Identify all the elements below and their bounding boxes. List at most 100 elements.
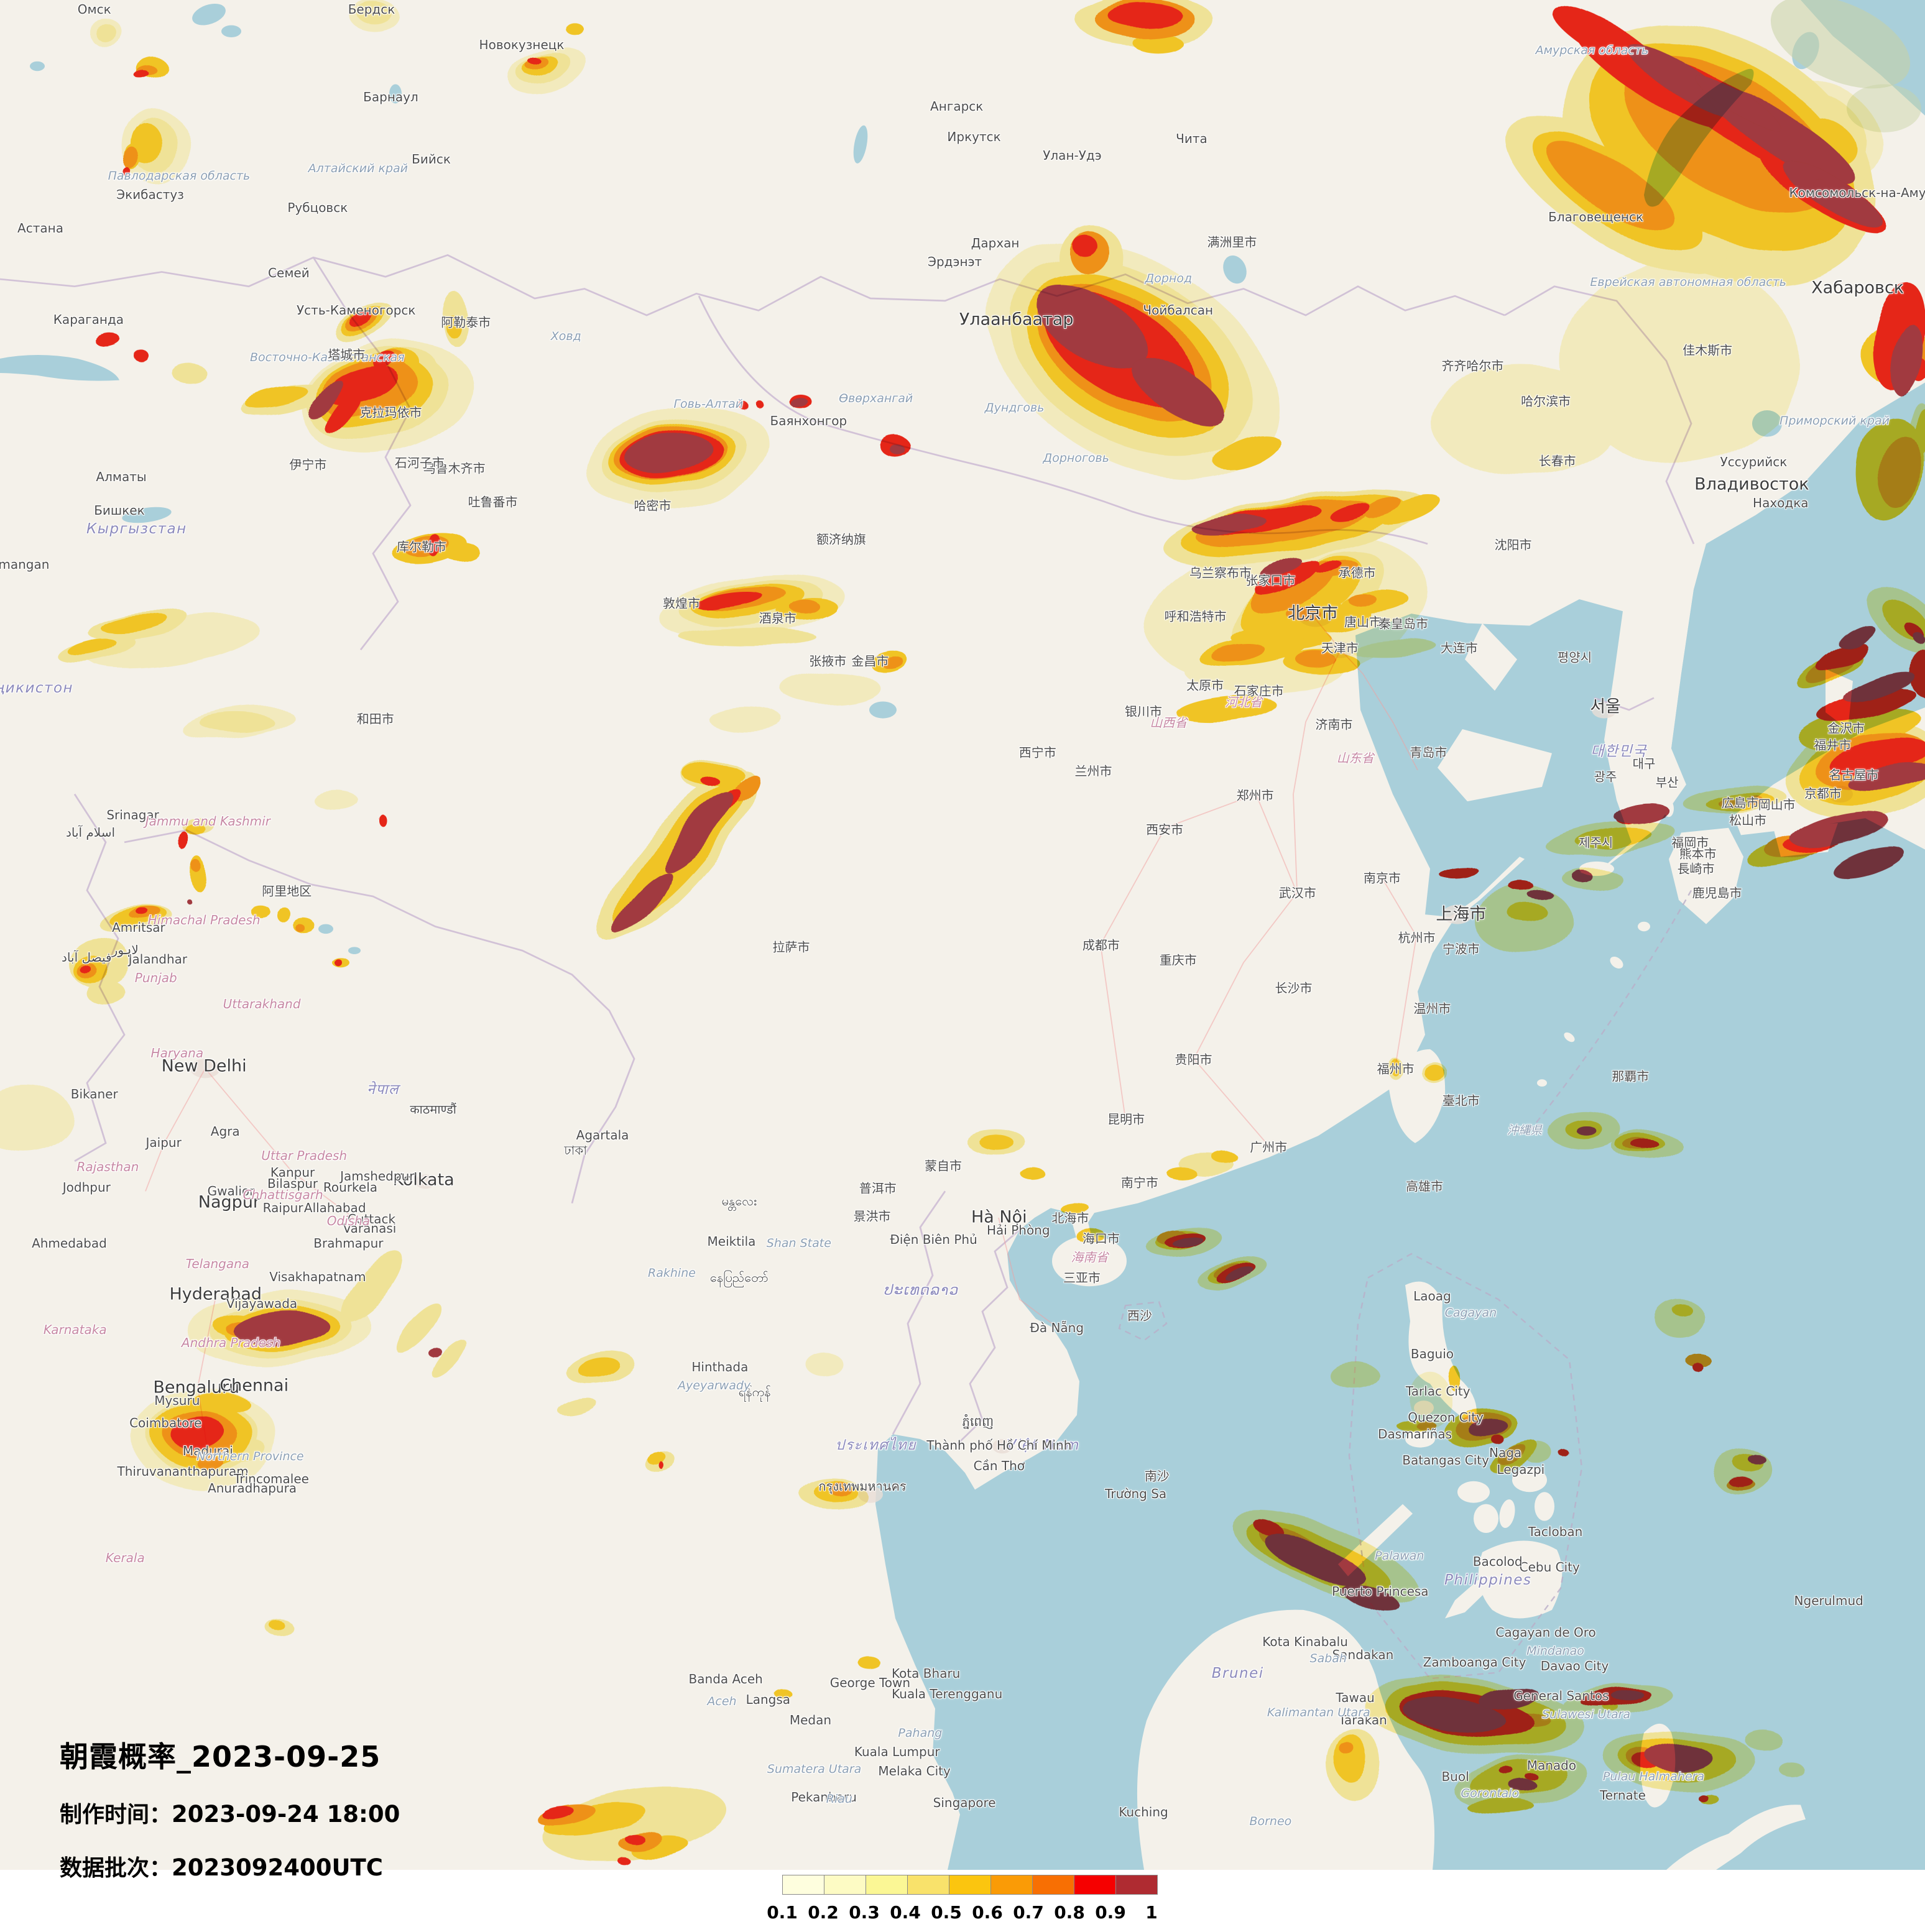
- map-label: Brunei: [1211, 1665, 1264, 1682]
- panay-island: [1457, 1481, 1490, 1503]
- map-label: Pulau Halmahera: [1602, 1769, 1704, 1783]
- map-label: Rourkela: [323, 1180, 378, 1195]
- map-label: 松山市: [1729, 812, 1767, 827]
- map-label: 南京市: [1363, 870, 1401, 886]
- map-label: 광주: [1594, 769, 1617, 784]
- data-batch-value: 2023092400UTC: [172, 1854, 383, 1881]
- map-label: Иркутск: [947, 129, 1001, 144]
- map-label: 杭州市: [1398, 930, 1436, 945]
- map-label: Дундговь: [984, 400, 1045, 415]
- map-label: Riau: [826, 1792, 852, 1806]
- map-label: Tarakan: [1339, 1713, 1387, 1728]
- map-label: 普洱市: [859, 1180, 897, 1196]
- map-label: 京都市: [1804, 786, 1842, 801]
- map-label: Mysuru: [154, 1392, 200, 1408]
- map-label: Новокузнецк: [479, 37, 565, 53]
- heat-level-6: [188, 43, 1925, 1792]
- map-label: Jalandhar: [128, 952, 188, 967]
- map-label: 上海市: [1436, 904, 1487, 924]
- map-label: Tacloban: [1528, 1524, 1583, 1539]
- map-label: Bilaspur: [267, 1176, 318, 1192]
- maritime-boundaries: [1118, 890, 1692, 1680]
- map-label: 海口市: [1082, 1231, 1120, 1246]
- map-label: Jammu and Kashmir: [145, 813, 270, 829]
- made-time-row: 制作时间：2023-09-24 18:00: [60, 1796, 400, 1829]
- map-label: Рубцовск: [287, 200, 348, 215]
- map-label: Varanasi: [343, 1221, 397, 1236]
- legend-color-cell: [1074, 1875, 1116, 1894]
- map-label: Amritsar: [112, 919, 165, 935]
- map-label: Караганда: [53, 312, 124, 328]
- map-label: Улан-Удэ: [1043, 147, 1102, 163]
- map-label: 吐鲁番市: [468, 494, 518, 510]
- map-label: Астана: [17, 220, 63, 236]
- sumatra-island: [719, 1675, 903, 1870]
- penang-islet: [863, 1683, 873, 1691]
- map-label: 酒泉市: [759, 610, 796, 626]
- map-label: Бийск: [412, 151, 451, 167]
- map-label: Uttar Pradesh: [261, 1148, 348, 1163]
- map-label: Andhra Pradesh: [181, 1335, 281, 1350]
- map-label: Đà Nẵng: [1030, 1320, 1084, 1335]
- map-label: فیصل آباد: [62, 950, 112, 965]
- legend-tick: 0.2: [808, 1902, 839, 1923]
- map-label: 额济纳旗: [816, 531, 866, 547]
- map-label: Приморский край: [1780, 413, 1890, 428]
- data-batch-label: 数据批次：: [60, 1856, 172, 1881]
- map-label: 呼和浩特市: [1164, 609, 1227, 624]
- map-label: Vijayawada: [226, 1295, 298, 1311]
- amami-islet: [1610, 956, 1623, 969]
- map-label: Семей: [268, 265, 310, 281]
- map-label: George Town: [829, 1675, 911, 1691]
- map-label: 沈阳市: [1494, 537, 1532, 553]
- map-label: กรุงเทพมหานคร: [818, 1479, 907, 1494]
- map-label: Punjab: [134, 970, 177, 986]
- forecast-info-overlay: 朝霞概率_2023-09-25 制作时间：2023-09-24 18:00 数据…: [60, 1734, 400, 1882]
- map-label: 满洲里市: [1207, 234, 1257, 250]
- legend-tick: 0.3: [849, 1902, 880, 1923]
- map-label: 唐山市: [1344, 614, 1382, 630]
- lake-balkhash: [0, 355, 119, 381]
- map-label: Cebu City: [1519, 1559, 1580, 1575]
- map-labels: Омск Бердск Новокузнецк Барнаул Бийск Рубцовс…: [0, 2, 1925, 1828]
- map-label: 贵阳市: [1175, 1052, 1212, 1067]
- map-label: Thành phố Hồ Chí Minh: [926, 1438, 1072, 1453]
- map-label: 乌兰察布市: [1189, 565, 1252, 581]
- legend-color-cell: [991, 1875, 1033, 1894]
- map-label: Sumatera Utara: [767, 1762, 862, 1776]
- map-label: 那覇市: [1612, 1069, 1650, 1084]
- map-label: 평양시: [1557, 650, 1592, 665]
- map-label: Jodhpur: [62, 1180, 111, 1195]
- map-label: Davao City: [1540, 1658, 1609, 1674]
- map-label: Thiruvananthapuram: [117, 1464, 249, 1479]
- negros-island: [1474, 1504, 1498, 1534]
- cebu-island: [1499, 1499, 1515, 1529]
- map-label: Ховд: [550, 329, 581, 344]
- map-label: Allahabad: [303, 1200, 366, 1216]
- map-label: 宁波市: [1442, 941, 1480, 957]
- okinawa-islet: [1564, 1032, 1575, 1042]
- map-label: 昆明市: [1107, 1111, 1145, 1127]
- map-label: Өвөрхангай: [839, 391, 913, 405]
- lake-qinghai: [869, 701, 897, 719]
- map-label: Экибастуз: [116, 186, 184, 202]
- map-label: Kerala: [105, 1550, 145, 1565]
- map-label: 太原市: [1186, 678, 1224, 693]
- map-label: Уссурийск: [1720, 454, 1788, 469]
- map-label: 长春市: [1538, 453, 1576, 469]
- andaman-islet: [653, 1497, 665, 1531]
- map-label: 北海市: [1051, 1210, 1089, 1226]
- map-label: 齐齐哈尔市: [1441, 358, 1504, 374]
- hainan-island: [1052, 1235, 1127, 1287]
- map-label: မန္တလေး: [721, 1194, 757, 1209]
- map-label: 名古屋市: [1829, 767, 1879, 783]
- map-label: Odisha: [326, 1213, 371, 1229]
- map-label: Quezon City: [1408, 1410, 1484, 1425]
- map-label: 西宁市: [1018, 745, 1056, 760]
- map-label: Banda Aceh: [688, 1672, 763, 1687]
- map-label: Bikaner: [70, 1086, 118, 1102]
- map-label: 济南市: [1315, 717, 1353, 732]
- map-label: Kalimantan Utara: [1267, 1706, 1370, 1720]
- map-label: Mindanao: [1526, 1644, 1584, 1658]
